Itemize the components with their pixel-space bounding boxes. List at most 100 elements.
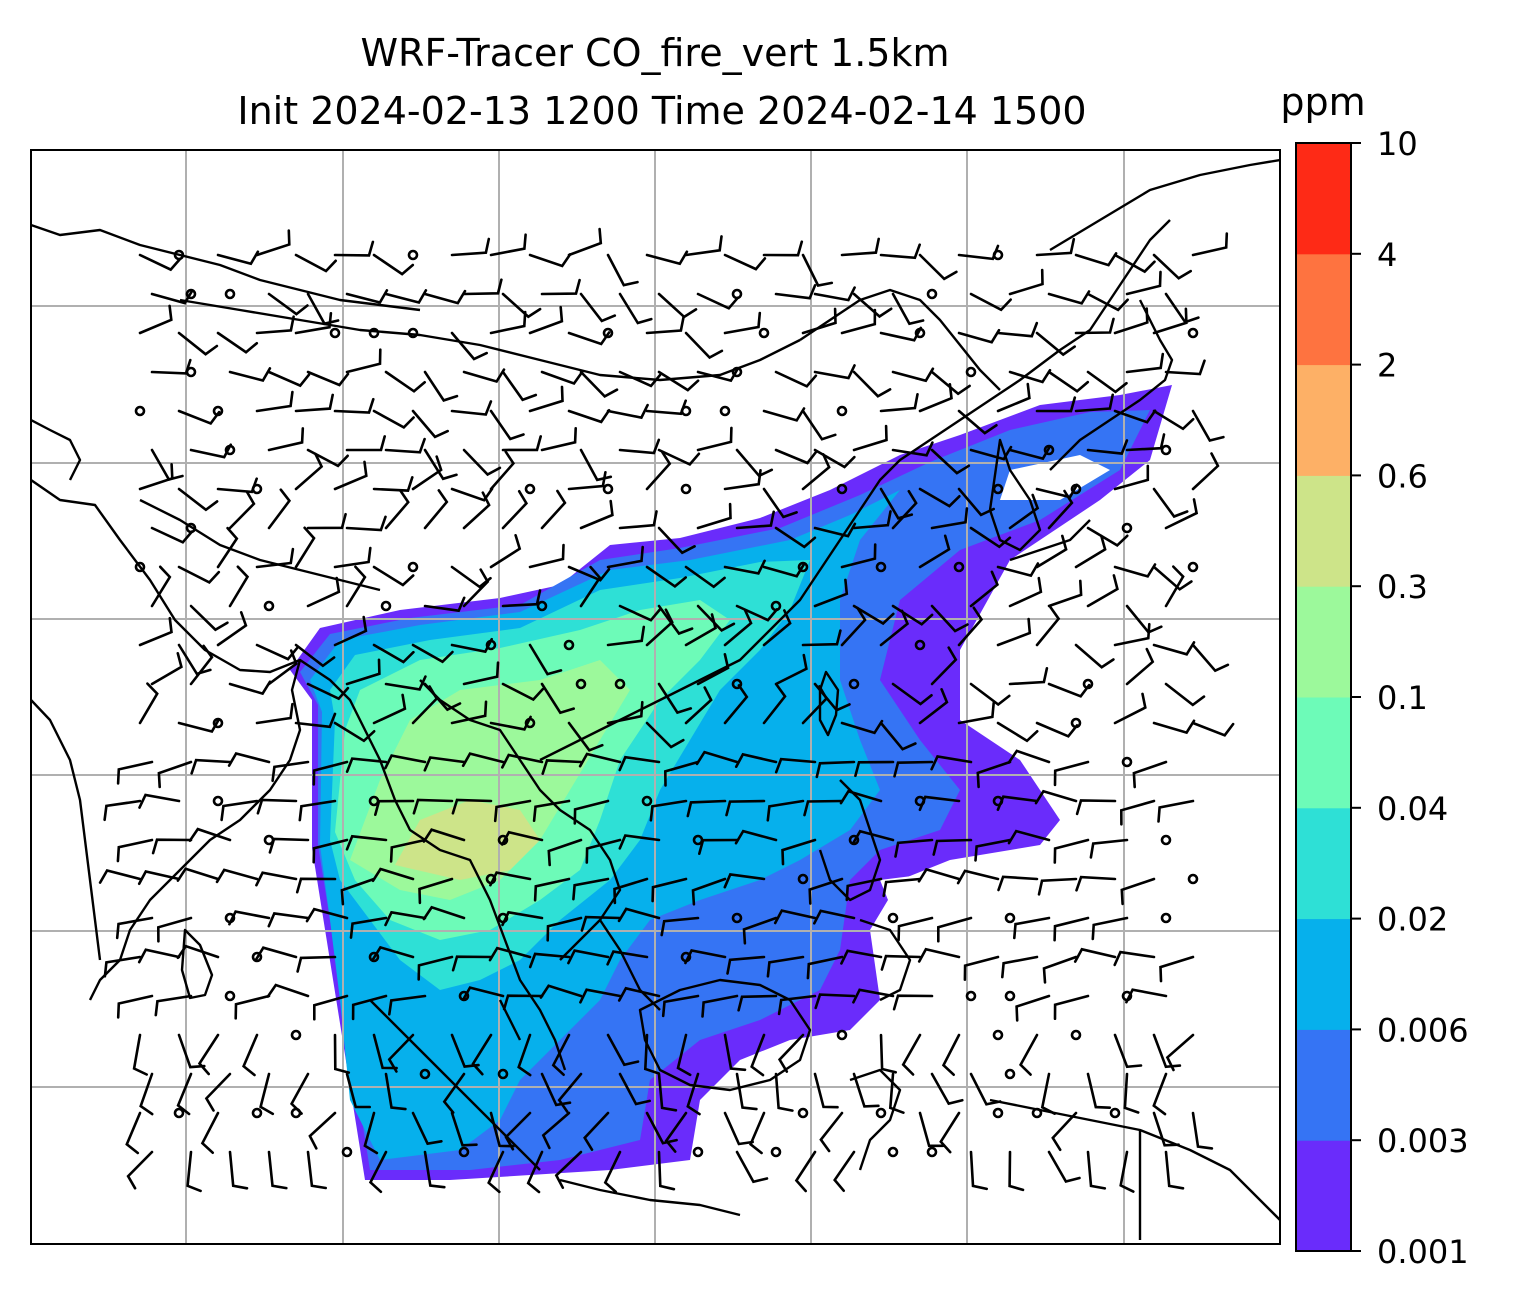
calm-wind-marker [731, 678, 743, 690]
wind-barb [801, 685, 829, 725]
wind-barb [606, 545, 644, 569]
wind-barb [517, 1033, 532, 1077]
wind-barb [852, 510, 892, 530]
wind-barb [333, 240, 375, 257]
wind-barb [1047, 290, 1091, 305]
title-line-1: WRF-Tracer CO_fire_vert 1.5km [360, 31, 949, 75]
wind-barb [177, 565, 221, 585]
wind-barb [930, 755, 973, 771]
wind-barb [1120, 877, 1156, 906]
wind-barb [1035, 534, 1068, 569]
wind-barb [684, 686, 713, 725]
calm-wind-marker [173, 1107, 185, 1119]
wind-barb [546, 916, 583, 942]
wind-barb [372, 476, 414, 492]
wind-barb [1113, 563, 1157, 578]
wind-barb [651, 877, 688, 903]
wind-barb [657, 526, 696, 555]
coastline-borneo [638, 978, 812, 1092]
calm-wind-marker [1121, 522, 1133, 534]
calm-wind-marker [602, 483, 614, 495]
wind-barb [138, 616, 173, 647]
wind-barb [255, 547, 295, 569]
wind-barb [1125, 647, 1155, 686]
wind-barb [1074, 317, 1115, 335]
calm-wind-marker [836, 1029, 848, 1041]
colorbar-segment [1296, 143, 1351, 255]
wind-barb [774, 370, 818, 388]
wind-barb [384, 289, 428, 305]
wind-barb [819, 1111, 844, 1153]
wind-barb [528, 305, 564, 335]
wind-barb [579, 988, 622, 1004]
calm-wind-marker [875, 1107, 887, 1119]
wind-barb [686, 1072, 701, 1116]
wind-barb [735, 510, 775, 530]
wind-barb [368, 1150, 388, 1194]
wind-barb [451, 955, 493, 972]
wind-barb [696, 604, 736, 633]
wind-barb [228, 565, 250, 608]
wind-barb [1001, 955, 1039, 979]
wind-barb [532, 799, 571, 822]
wind-barb [501, 490, 529, 530]
wind-barb [726, 955, 766, 975]
wind-barb [551, 1033, 571, 1076]
wind-barb [774, 284, 817, 300]
wind-barb [186, 1150, 202, 1193]
wind-barb [1191, 1111, 1214, 1150]
wind-barb [957, 244, 1000, 261]
wind-barb [567, 949, 610, 965]
wind-barb [684, 331, 724, 360]
wind-barb [294, 452, 324, 491]
wind-barb [216, 331, 259, 354]
wind-barb [852, 1072, 880, 1108]
calm-wind-marker [887, 1146, 899, 1158]
wind-barb [216, 250, 260, 266]
wind-barb [618, 510, 658, 530]
wind-barb [1113, 1033, 1143, 1069]
calm-wind-marker [341, 1146, 353, 1158]
wind-barb [996, 795, 1039, 811]
wind-barb [528, 385, 564, 413]
wind-barb [1152, 1072, 1168, 1116]
wind-barb [387, 1033, 415, 1073]
wind-barb [1051, 1111, 1078, 1152]
wind-barb [774, 757, 817, 774]
wind-barb [879, 393, 919, 413]
colorbar [1295, 142, 1352, 1252]
wind-barb [1047, 579, 1083, 608]
wind-barb [1113, 253, 1156, 274]
wind-barb [305, 907, 349, 923]
wind-barb [289, 1072, 310, 1115]
calm-wind-marker [965, 990, 977, 1002]
calm-wind-marker [758, 327, 770, 339]
colorbar-segment [1296, 807, 1351, 920]
wind-barb [573, 799, 610, 825]
wind-barb [773, 909, 817, 925]
wind-barb [1086, 370, 1128, 394]
wind-barb [267, 427, 305, 452]
colorbar-tick-label: 0.6 [1377, 457, 1428, 495]
wind-barb [892, 994, 934, 1011]
calm-wind-marker [731, 288, 743, 300]
wind-barb [189, 604, 229, 632]
wind-barb [150, 448, 184, 482]
border-manchuria [799, 288, 1001, 391]
wind-barb [138, 463, 174, 491]
wind-barb [845, 877, 883, 902]
calm-wind-marker [1121, 756, 1133, 768]
wind-barb [1086, 526, 1129, 548]
wind-barb [618, 604, 662, 622]
wind-barb [125, 1111, 142, 1155]
wind-barb [372, 409, 415, 430]
wind-barb [606, 253, 639, 287]
wind-barb [901, 1033, 922, 1076]
wind-barb [882, 877, 922, 898]
wind-barb [1053, 916, 1090, 942]
coastline-russia-east [1049, 158, 1280, 252]
wind-barb [918, 253, 958, 281]
wind-barb [540, 370, 584, 386]
wind-barb [471, 1033, 493, 1076]
wind-barb [852, 604, 895, 626]
